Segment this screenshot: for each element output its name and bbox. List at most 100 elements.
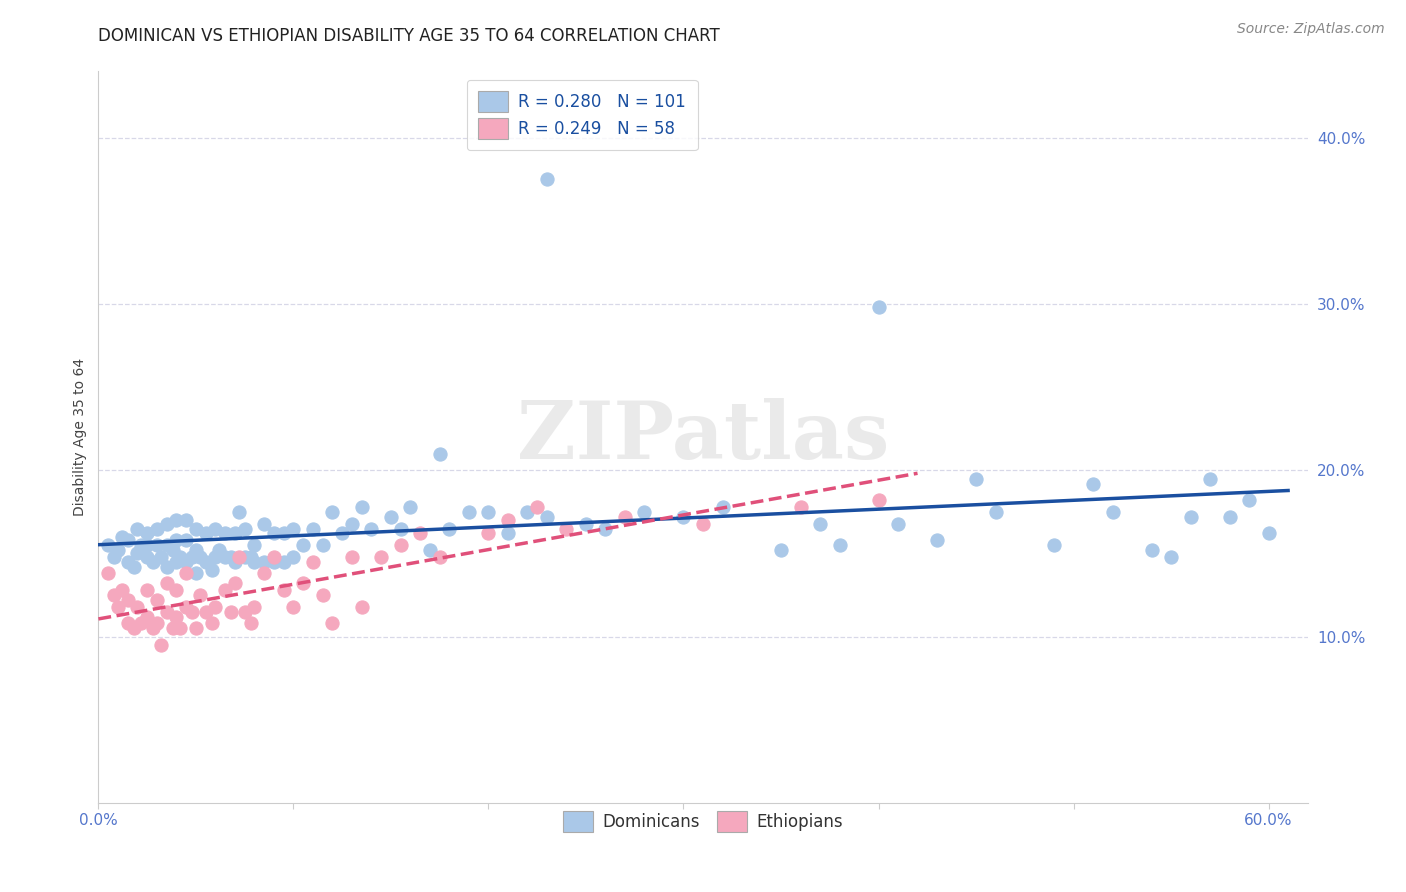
- Point: [111, 530, 134, 544]
- Point: [340, 516, 363, 531]
- Point: [302, 555, 325, 569]
- Point: [136, 538, 159, 552]
- Point: [769, 543, 792, 558]
- Point: [169, 549, 191, 564]
- Point: [156, 538, 179, 552]
- Point: [208, 543, 231, 558]
- Point: [243, 538, 266, 552]
- Point: [439, 521, 461, 535]
- Point: [350, 599, 373, 614]
- Point: [219, 605, 242, 619]
- Point: [477, 526, 499, 541]
- Point: [868, 493, 890, 508]
- Point: [136, 549, 159, 564]
- Point: [263, 526, 285, 541]
- Point: [165, 533, 187, 548]
- Point: [117, 616, 139, 631]
- Point: [409, 526, 432, 541]
- Point: [174, 533, 197, 548]
- Point: [188, 549, 211, 564]
- Text: DOMINICAN VS ETHIOPIAN DISABILITY AGE 35 TO 64 CORRELATION CHART: DOMINICAN VS ETHIOPIAN DISABILITY AGE 35…: [98, 27, 720, 45]
- Point: [672, 509, 695, 524]
- Point: [184, 521, 207, 535]
- Point: [253, 555, 276, 569]
- Point: [142, 555, 165, 569]
- Point: [233, 549, 256, 564]
- Point: [360, 521, 382, 535]
- Point: [496, 526, 519, 541]
- Point: [204, 549, 226, 564]
- Point: [224, 576, 246, 591]
- Point: [107, 543, 129, 558]
- Point: [194, 605, 217, 619]
- Point: [165, 609, 187, 624]
- Point: [516, 505, 538, 519]
- Point: [156, 605, 179, 619]
- Point: [321, 505, 343, 519]
- Point: [273, 582, 295, 597]
- Point: [181, 549, 204, 564]
- Point: [283, 549, 305, 564]
- Point: [828, 538, 851, 552]
- Point: [103, 588, 125, 602]
- Point: [263, 555, 285, 569]
- Point: [380, 509, 402, 524]
- Point: [184, 543, 207, 558]
- Point: [1199, 472, 1222, 486]
- Point: [117, 555, 139, 569]
- Point: [496, 513, 519, 527]
- Point: [103, 549, 125, 564]
- Point: [107, 599, 129, 614]
- Point: [127, 546, 149, 560]
- Point: [136, 609, 159, 624]
- Point: [302, 521, 325, 535]
- Point: [1257, 526, 1279, 541]
- Point: [194, 526, 217, 541]
- Point: [117, 533, 139, 548]
- Point: [575, 516, 598, 531]
- Point: [263, 549, 285, 564]
- Point: [146, 616, 169, 631]
- Point: [312, 588, 335, 602]
- Point: [526, 500, 548, 514]
- Point: [149, 638, 172, 652]
- Point: [111, 582, 134, 597]
- Point: [984, 505, 1007, 519]
- Point: [165, 555, 187, 569]
- Point: [204, 521, 226, 535]
- Point: [162, 543, 184, 558]
- Point: [136, 582, 159, 597]
- Point: [233, 521, 256, 535]
- Point: [239, 549, 262, 564]
- Point: [925, 533, 948, 548]
- Point: [174, 513, 197, 527]
- Y-axis label: Disability Age 35 to 64: Disability Age 35 to 64: [73, 358, 87, 516]
- Legend: Dominicans, Ethiopians: Dominicans, Ethiopians: [555, 805, 851, 838]
- Point: [136, 526, 159, 541]
- Text: ZIPatlas: ZIPatlas: [517, 398, 889, 476]
- Point: [228, 549, 250, 564]
- Point: [122, 559, 145, 574]
- Point: [389, 521, 412, 535]
- Point: [97, 538, 120, 552]
- Text: Source: ZipAtlas.com: Source: ZipAtlas.com: [1237, 22, 1385, 37]
- Point: [330, 526, 353, 541]
- Point: [429, 549, 451, 564]
- Point: [243, 599, 266, 614]
- Point: [321, 616, 343, 631]
- Point: [283, 521, 305, 535]
- Point: [165, 513, 187, 527]
- Point: [174, 566, 197, 581]
- Point: [127, 599, 149, 614]
- Point: [350, 500, 373, 514]
- Point: [692, 516, 714, 531]
- Point: [204, 599, 226, 614]
- Point: [1043, 538, 1066, 552]
- Point: [477, 505, 499, 519]
- Point: [711, 500, 734, 514]
- Point: [273, 555, 295, 569]
- Point: [887, 516, 910, 531]
- Point: [156, 576, 179, 591]
- Point: [214, 526, 236, 541]
- Point: [1219, 509, 1241, 524]
